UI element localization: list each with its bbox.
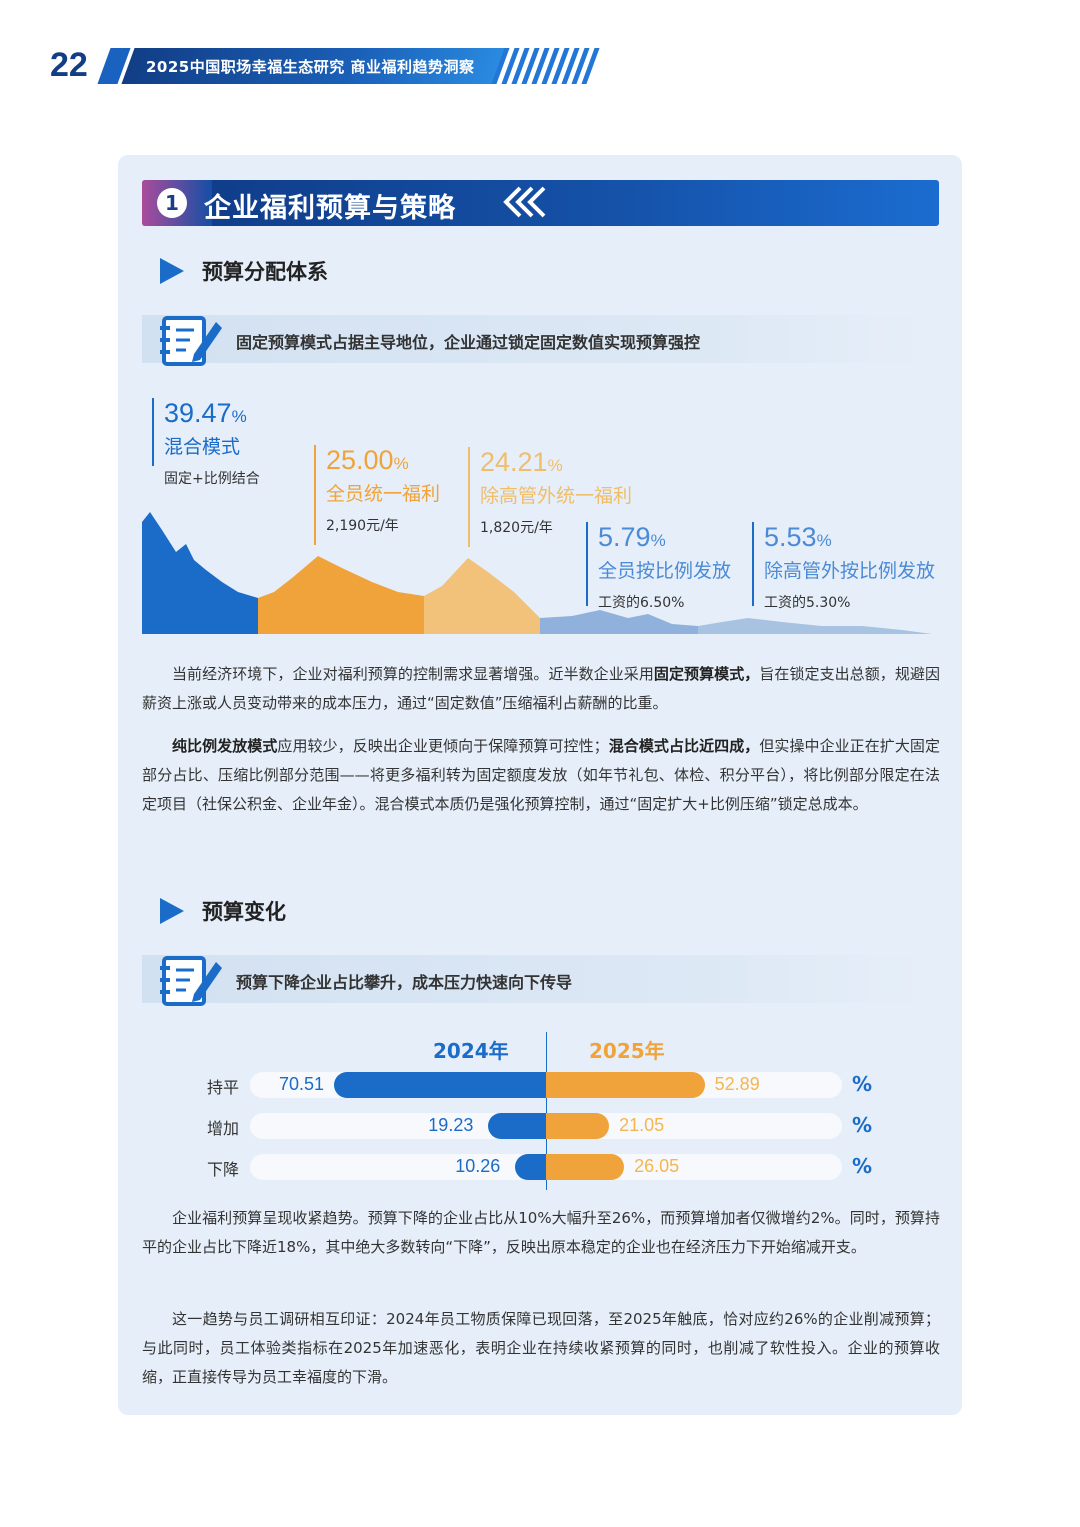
stat-label: 全员统一福利 <box>326 483 441 505</box>
bar-2024 <box>488 1113 546 1139</box>
chevron-left-icon <box>500 184 550 228</box>
area-mixed <box>142 512 258 634</box>
stat-label: 除高管外统一福利 <box>480 485 633 507</box>
bar-row: 下降 10.26 26.05% <box>0 1152 1080 1182</box>
stat-percent: 25.00 <box>326 445 394 475</box>
bar-2025 <box>546 1113 610 1139</box>
stat-percent: 5.53 <box>764 522 817 552</box>
stat-sub: 2,190元/年 <box>326 518 399 534</box>
stat-percent: 39.47 <box>164 398 232 428</box>
subsection-title: 预算分配体系 <box>202 260 328 284</box>
document-edit-icon <box>160 956 222 1006</box>
section-number: 1 <box>157 188 187 218</box>
percent-unit: % <box>852 1072 873 1096</box>
value-label-2025: 26.05 <box>634 1156 680 1176</box>
value-label-2025: 52.89 <box>714 1074 760 1094</box>
bar-category-label: 下降 <box>207 1160 240 1179</box>
bar-category-label: 增加 <box>207 1119 240 1138</box>
report-title: 2025中国职场幸福生态研究 商业福利趋势洞察 <box>146 58 475 76</box>
subsection-title: 预算变化 <box>202 900 286 924</box>
percent-unit: % <box>852 1113 873 1137</box>
paragraph-budget-trend: 企业福利预算呈现收紧趋势。预算下降的企业占比从10%大幅升至26%，而预算增加者… <box>142 1209 940 1256</box>
area-unified-excl-exec <box>424 558 540 634</box>
note-bar: 固定预算模式占据主导地位，企业通过锁定固定数值实现预算强控 <box>142 315 939 366</box>
header-slash-decoration <box>491 48 600 84</box>
page-header: 22 2025中国职场幸福生态研究 商业福利趋势洞察 <box>0 42 1080 90</box>
note-text: 固定预算模式占据主导地位，企业通过锁定固定数值实现预算强控 <box>236 333 701 352</box>
bar-row: 持平 70.51 52.89% <box>0 1070 1080 1100</box>
note-bar: 预算下降企业占比攀升，成本压力快速向下传导 <box>142 955 939 1006</box>
stat-sub: 工资的5.30% <box>764 595 851 611</box>
area-ratio-all <box>540 610 698 634</box>
stat-label: 全员按比例发放 <box>598 560 732 582</box>
stat-label: 除高管外按比例发放 <box>764 560 936 582</box>
play-icon <box>160 258 184 284</box>
content-card <box>118 155 962 1415</box>
bar-2024 <box>515 1154 546 1180</box>
stat-sub: 固定+比例结合 <box>164 471 260 487</box>
note-text: 预算下降企业占比攀升，成本压力快速向下传导 <box>236 973 573 992</box>
document-edit-icon <box>160 316 222 366</box>
paragraph-budget-ratio: 纯比例发放模式应用较少，反映出企业更倾向于保障预算可控性；混合模式占比近四成，但… <box>142 737 940 813</box>
stat-sub: 工资的6.50% <box>598 595 685 611</box>
area-ratio-excl-exec <box>698 618 932 634</box>
page-number: 22 <box>50 46 88 84</box>
paragraph-budget-fixed: 当前经济环境下，企业对福利预算的控制需求显著增强。近半数企业采用固定预算模式，旨… <box>142 665 940 712</box>
stat-percent: 24.21 <box>480 447 548 477</box>
chart-center-axis <box>546 1032 547 1190</box>
value-label-2025: 21.05 <box>619 1115 665 1135</box>
area-unified-all <box>258 556 424 634</box>
bar-row: 增加 19.23 21.05% <box>0 1111 1080 1141</box>
budget-mode-area-graphic <box>142 512 932 634</box>
stat-sub: 1,820元/年 <box>480 520 553 536</box>
bar-2025 <box>546 1154 625 1180</box>
value-label-2024: 70.51 <box>279 1074 325 1094</box>
legend-2024: 2024年 <box>433 1039 509 1063</box>
paragraph-employee-survey: 这一趋势与员工调研相互印证：2024年员工物质保障已现回落，至2025年触底，恰… <box>142 1310 940 1386</box>
stat-percent: 5.79 <box>598 522 651 552</box>
value-label-2024: 19.23 <box>428 1115 474 1135</box>
value-label-2024: 10.26 <box>455 1156 501 1176</box>
section-title: 企业福利预算与策略 <box>204 193 456 224</box>
play-icon <box>160 898 184 924</box>
bar-category-label: 持平 <box>207 1078 240 1097</box>
section-banner <box>142 180 939 226</box>
bar-2025 <box>546 1072 705 1098</box>
legend-2025: 2025年 <box>589 1039 665 1063</box>
stat-label: 混合模式 <box>164 436 241 458</box>
percent-unit: % <box>852 1154 873 1178</box>
bar-2024 <box>334 1072 546 1098</box>
